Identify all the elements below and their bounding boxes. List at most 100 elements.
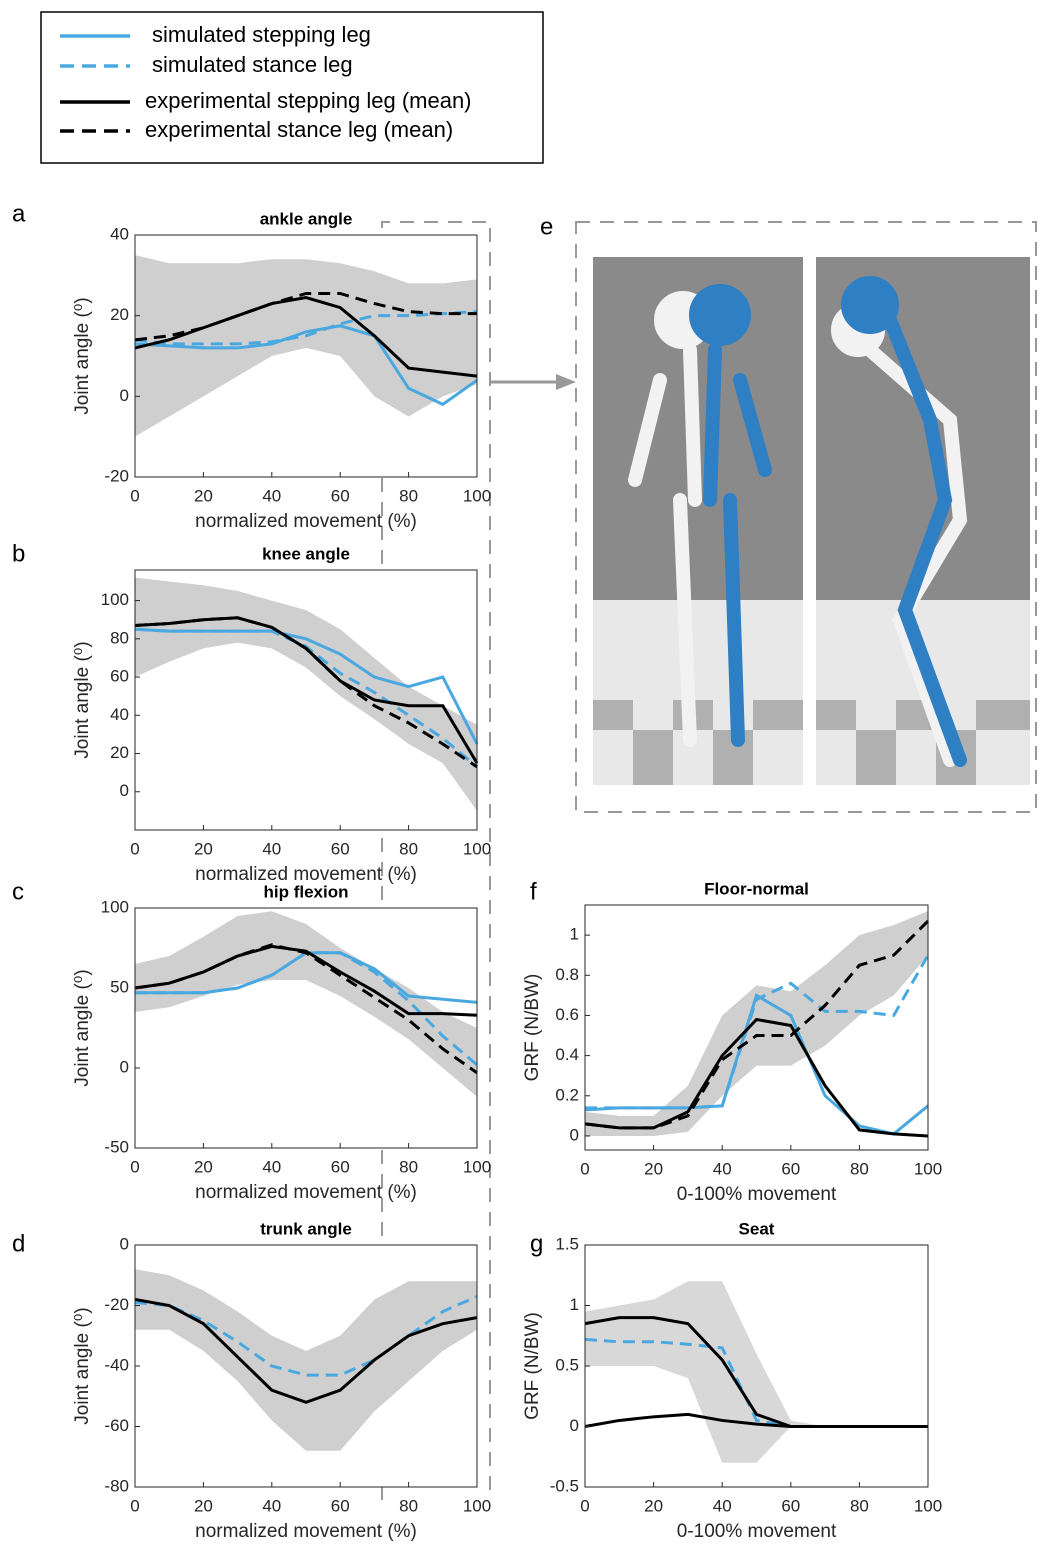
series-line [134, 616, 478, 769]
x-tick-label: 100 [463, 1496, 491, 1515]
x-tick-label: 0 [580, 1496, 589, 1515]
std-band [135, 911, 477, 1097]
y-tick-label: 0.6 [555, 1005, 579, 1024]
y-tick-label: 1.5 [555, 1234, 579, 1253]
std-band [135, 1269, 477, 1451]
chart: 0 0.2 0.4 0.6 0.8 1 0 20 40 60 80 100 Floor-normal 0-… [522, 878, 942, 1205]
y-tick-label: 50 [110, 977, 129, 996]
x-tick-label: 20 [644, 1159, 663, 1178]
y-axis-label: Joint angle (⁰) [72, 1307, 93, 1424]
x-tick-label: 40 [713, 1159, 732, 1178]
y-tick-label: 0 [120, 1234, 129, 1253]
chart-title: Seat [739, 1219, 775, 1238]
x-tick-label: 20 [194, 1496, 213, 1515]
axes-frame [584, 904, 929, 1151]
x-tick-label: 80 [399, 1496, 418, 1515]
y-tick-label: -60 [104, 1416, 129, 1435]
series-line [585, 954, 930, 1110]
chart: -80 -60 -40 -20 0 0 20 40 60 80 100 trunk angle norm… [12, 1219, 491, 1542]
x-tick-label: 60 [331, 1157, 350, 1176]
x-tick-label: 100 [463, 1157, 491, 1176]
x-tick-label: 60 [781, 1496, 800, 1515]
arrow [490, 374, 576, 390]
x-tick-label: 80 [850, 1159, 869, 1178]
y-tick-label: 60 [110, 667, 129, 686]
x-tick-label: 0 [130, 486, 139, 505]
legend-label: simulated stepping leg [152, 22, 371, 47]
x-tick-label: 100 [914, 1159, 942, 1178]
axes-frame [134, 234, 478, 478]
y-axis-label: Joint angle (⁰) [72, 641, 93, 758]
x-tick-label: 60 [331, 839, 350, 858]
y-tick-label: -20 [104, 466, 129, 485]
x-tick-label: 20 [644, 1496, 663, 1515]
x-tick-label: 100 [463, 486, 491, 505]
legend-label: experimental stance leg (mean) [145, 117, 453, 142]
x-tick-label: 60 [331, 486, 350, 505]
y-tick-label: 0 [120, 1057, 129, 1076]
y-tick-label: 100 [101, 897, 129, 916]
x-axis-label: normalized movement (%) [195, 1182, 417, 1203]
x-axis-label: 0-100% movement [677, 1184, 837, 1205]
x-tick-label: 0 [130, 1157, 139, 1176]
axes-frame [134, 907, 478, 1149]
legend: simulated stepping leg simulated stance l… [60, 22, 472, 142]
series-line [134, 627, 478, 769]
y-axis-label: GRF (N/BW) [522, 974, 543, 1082]
y-tick-label: -80 [104, 1476, 129, 1495]
y-tick-label: 1 [570, 1295, 579, 1314]
x-tick-label: 80 [399, 486, 418, 505]
x-tick-label: 100 [914, 1496, 942, 1515]
chart-title: ankle angle [260, 209, 353, 228]
chart-title: trunk angle [260, 1219, 352, 1238]
y-tick-label: 0.5 [555, 1355, 579, 1374]
y-tick-label: -0.5 [550, 1476, 579, 1495]
y-tick-label: 0 [120, 781, 129, 800]
panel-label: f [530, 878, 537, 905]
x-tick-label: 20 [194, 1157, 213, 1176]
x-tick-label: 40 [262, 1157, 281, 1176]
std-band [135, 577, 477, 811]
panel-label: e [540, 213, 553, 240]
y-axis-label: Joint angle (⁰) [72, 297, 93, 414]
x-tick-label: 20 [194, 839, 213, 858]
x-tick-label: 0 [580, 1159, 589, 1178]
series-line [134, 291, 477, 342]
series-line [134, 1297, 478, 1404]
y-tick-label: 0.2 [555, 1085, 579, 1104]
y-tick-label: 0 [570, 1416, 579, 1435]
y-tick-label: 20 [110, 743, 129, 762]
x-tick-label: 0 [130, 839, 139, 858]
x-tick-label: 40 [713, 1496, 732, 1515]
panel-label: a [12, 200, 26, 227]
x-tick-label: 80 [850, 1496, 869, 1515]
y-axis-label: Joint angle (⁰) [72, 969, 93, 1086]
y-tick-label: -50 [104, 1137, 129, 1156]
std-band [585, 911, 928, 1136]
chart-title: knee angle [262, 544, 350, 563]
panel-label: b [12, 540, 25, 567]
y-tick-label: 100 [101, 590, 129, 609]
y-tick-label: 20 [110, 305, 129, 324]
x-tick-label: 20 [194, 486, 213, 505]
x-tick-label: 80 [399, 839, 418, 858]
y-tick-label: 40 [110, 705, 129, 724]
x-tick-label: 40 [262, 486, 281, 505]
panel-label: g [530, 1230, 543, 1257]
series-line [134, 324, 478, 407]
chart: 0 20 40 60 80 100 0 20 40 60 80 100 knee angle normal… [12, 540, 491, 885]
series-line [584, 1412, 928, 1428]
x-tick-label: 100 [463, 839, 491, 858]
series-line [134, 943, 478, 1075]
y-tick-label: 40 [110, 224, 129, 243]
series-line [134, 310, 478, 346]
y-tick-label: -20 [104, 1295, 129, 1314]
x-axis-label: normalized movement (%) [195, 1521, 417, 1542]
axes-frame [134, 569, 478, 831]
x-tick-label: 60 [331, 1496, 350, 1515]
x-tick-label: 60 [781, 1159, 800, 1178]
